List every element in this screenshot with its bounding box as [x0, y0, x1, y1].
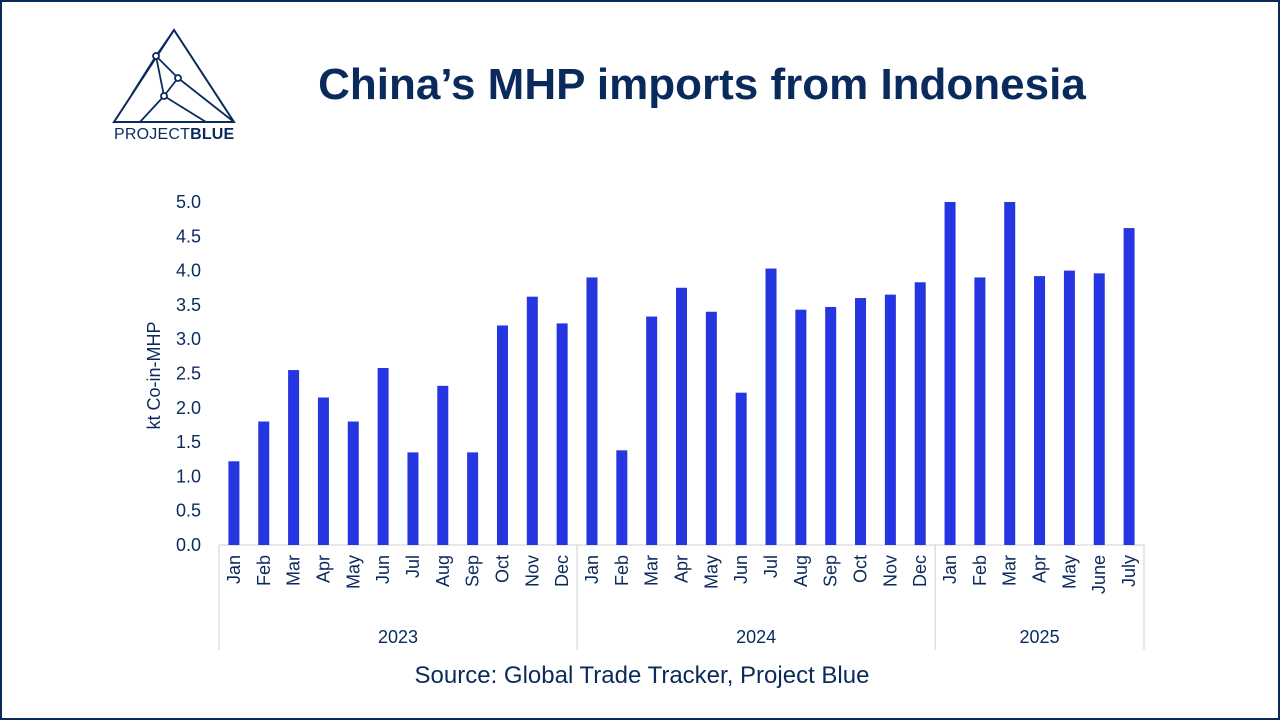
x-tick-label: Sep — [463, 555, 483, 587]
chart-title: China’s MHP imports from Indonesia — [318, 60, 1086, 109]
bar-2024-sep — [825, 306, 837, 545]
x-tick-label: June — [1089, 555, 1109, 594]
bar-2025-apr — [1034, 276, 1046, 545]
y-tick-label: 2.0 — [176, 398, 201, 418]
x-tick-label: Dec — [552, 555, 572, 587]
x-tick-label: Feb — [254, 555, 274, 586]
logo-wordmark: PROJECTBLUE — [114, 126, 234, 144]
x-tick-label: Nov — [522, 555, 542, 587]
year-label: 2025 — [1020, 627, 1060, 647]
triangle-network-logo-icon — [112, 28, 236, 123]
year-label: 2023 — [378, 627, 418, 647]
bar-2024-aug — [795, 309, 807, 545]
x-tick-label: May — [1059, 555, 1079, 589]
logo-text-regular: PROJECT — [114, 126, 191, 143]
bar-2023-jun — [377, 368, 389, 545]
bar-2023-sep — [467, 452, 479, 545]
logo-text-bold: BLUE — [190, 126, 235, 143]
year-label: 2024 — [736, 627, 776, 647]
x-tick-label: Feb — [612, 555, 632, 586]
y-axis-label: kt Co-in-MHP — [144, 321, 164, 429]
x-tick-label: Apr — [1030, 555, 1050, 583]
bar-2023-feb — [258, 421, 270, 545]
bar-2025-mar — [1004, 202, 1016, 545]
bar-2024-jun — [735, 392, 747, 545]
x-tick-label: Mar — [284, 555, 304, 586]
bar-2023-may — [347, 421, 359, 545]
x-tick-label: Sep — [821, 555, 841, 587]
y-tick-label: 3.5 — [176, 295, 201, 315]
bar-2023-aug — [437, 385, 449, 545]
x-tick-label: Jan — [224, 555, 244, 584]
bar-2024-apr — [676, 287, 687, 545]
y-tick-label: 4.5 — [176, 226, 201, 246]
x-tick-label: Mar — [1000, 555, 1020, 586]
x-tick-label: May — [343, 555, 363, 589]
x-tick-label: Jul — [403, 555, 423, 578]
x-tick-label: Jun — [373, 555, 393, 584]
source-note: Source: Global Trade Tracker, Project Bl… — [414, 662, 870, 689]
x-tick-label: Apr — [672, 555, 692, 583]
bar-2023-mar — [288, 370, 300, 545]
x-tick-label: July — [1119, 555, 1139, 587]
x-tick-label: Nov — [880, 555, 900, 587]
y-tick-label: 0.5 — [176, 501, 201, 521]
y-tick-label: 1.5 — [176, 432, 201, 452]
bar-2024-may — [705, 311, 717, 545]
bar-2023-apr — [317, 397, 329, 545]
x-tick-label: Aug — [791, 555, 811, 587]
x-tick-label: Jul — [761, 555, 781, 578]
bar-2025-july — [1123, 228, 1135, 545]
bar-2024-jan — [586, 277, 598, 545]
bar-2025-may — [1063, 270, 1075, 545]
bar-2024-feb — [616, 450, 628, 545]
bar-2025-feb — [974, 277, 986, 545]
bar-2024-mar — [646, 316, 658, 545]
x-tick-label: Oct — [851, 555, 871, 583]
y-tick-label: 5.0 — [176, 192, 201, 212]
x-tick-label: Aug — [433, 555, 453, 587]
x-tick-label: Dec — [910, 555, 930, 587]
bar-2024-oct — [855, 298, 867, 545]
bar-2023-nov — [526, 296, 538, 545]
bar-2024-dec — [914, 282, 926, 545]
bar-2024-jul — [765, 268, 777, 545]
y-tick-label: 1.0 — [176, 466, 201, 486]
bar-2023-oct — [496, 325, 508, 545]
x-tick-label: Apr — [313, 555, 333, 583]
x-tick-label: Feb — [970, 555, 990, 586]
y-tick-label: 3.0 — [176, 329, 201, 349]
x-tick-label: Jan — [582, 555, 602, 584]
y-tick-label: 4.0 — [176, 261, 201, 281]
x-tick-label: Jun — [731, 555, 751, 584]
y-tick-label: 2.5 — [176, 364, 201, 384]
x-tick-label: May — [701, 555, 721, 589]
bar-2025-jan — [944, 202, 956, 545]
bar-2024-nov — [884, 294, 896, 545]
bar-2023-jan — [228, 461, 240, 545]
x-tick-label: Jan — [940, 555, 960, 584]
y-tick-label: 0.0 — [176, 535, 201, 555]
x-tick-label: Mar — [642, 555, 662, 586]
bar-2025-june — [1093, 273, 1105, 545]
bar-2023-dec — [556, 323, 568, 545]
bar-2023-jul — [407, 452, 419, 545]
x-tick-label: Oct — [492, 555, 512, 583]
